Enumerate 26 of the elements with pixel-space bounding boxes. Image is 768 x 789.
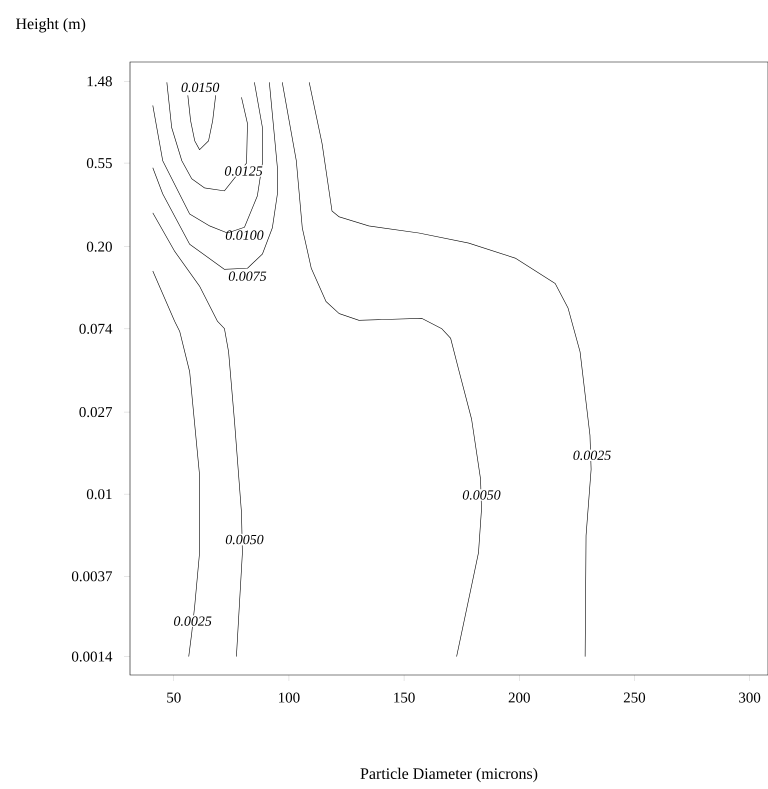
y-tick-label: 0.074 <box>79 324 112 334</box>
annotation: 0.0025 <box>573 450 611 460</box>
annotation: 0.0075 <box>228 271 266 281</box>
y-tick-label: 1.48 <box>88 76 112 86</box>
annotation: 0.0050 <box>462 490 500 500</box>
y-tick-label: 0.20 <box>86 242 112 252</box>
line-series <box>152 82 278 270</box>
y-tick-label: 0.027 <box>79 407 112 418</box>
x-tick-label: 100 <box>278 692 300 703</box>
annotation: 0.0100 <box>226 230 264 240</box>
line-series <box>187 95 216 150</box>
y-axis-title: Height (m) <box>16 18 86 32</box>
y-tick-label: 0.0037 <box>72 571 112 582</box>
x-tick-label: 200 <box>508 692 530 703</box>
y-tick-label: 0.0014 <box>72 652 112 662</box>
annotation: 0.0150 <box>181 82 220 92</box>
x-tick-label: 50 <box>167 692 181 703</box>
annotation: 0.0125 <box>224 166 262 176</box>
x-tick-label: 150 <box>394 692 415 703</box>
x-axis-title: Particle Diameter (microns) <box>360 768 538 782</box>
x-tick-label: 250 <box>624 692 645 703</box>
x-tick-label: 300 <box>738 692 760 703</box>
annotation: 0.0050 <box>226 534 264 544</box>
annotation: 0.0025 <box>174 616 212 626</box>
y-tick-label: 0.55 <box>86 158 112 168</box>
y-tick-label: 0.01 <box>86 489 112 500</box>
